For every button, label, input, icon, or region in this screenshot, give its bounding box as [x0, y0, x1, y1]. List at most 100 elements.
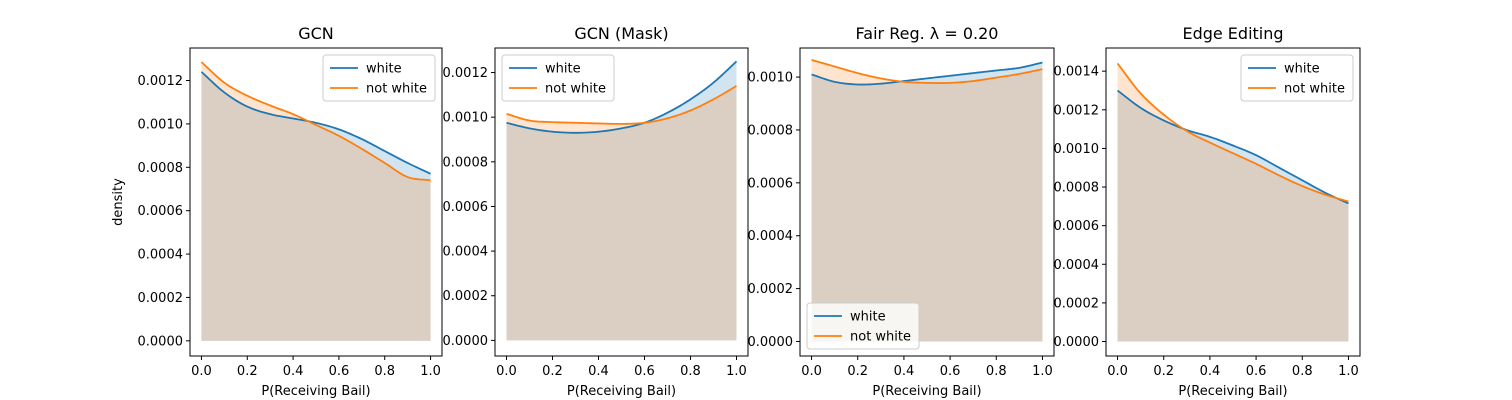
y-tick-label: 0.0002 — [1054, 296, 1100, 311]
x-tick-label: 0.8 — [680, 364, 701, 379]
area-1 — [201, 62, 431, 341]
x-tick-label: 0.8 — [374, 364, 395, 379]
x-tick-label: 0.6 — [329, 364, 350, 379]
y-tick-label: 0.0000 — [138, 334, 184, 349]
y-tick-label: 0.0000 — [748, 335, 794, 350]
x-tick-label: 0.6 — [940, 364, 961, 379]
y-tick-label: 0.0002 — [443, 289, 489, 304]
x-tick-label: 0.0 — [496, 364, 517, 379]
line-0 — [811, 61, 1043, 86]
line-0 — [200, 71, 431, 175]
y-tick-label: 0.0002 — [748, 282, 794, 297]
axes-frame — [1105, 47, 1361, 357]
area-1 — [1117, 63, 1349, 342]
y-axis-label: density — [111, 178, 126, 226]
x-axis-label: P(Receiving Bail) — [567, 384, 676, 399]
y-tick-label: 0.0000 — [443, 334, 489, 349]
panel-title: GCN — [298, 24, 334, 43]
axes-frame — [494, 47, 749, 357]
area-0 — [201, 71, 431, 341]
y-tick-label: 0.0006 — [1054, 219, 1100, 234]
y-tick-label: 0.0010 — [1054, 142, 1100, 157]
x-tick-label: 0.0 — [191, 364, 212, 379]
legend-label-0: white — [850, 310, 886, 325]
y-tick-label: 0.0010 — [443, 111, 489, 126]
y-tick-label: 0.0012 — [443, 66, 489, 81]
x-tick-label: 0.2 — [1153, 364, 1174, 379]
y-tick-label: 0.0006 — [748, 176, 794, 191]
legend-label-0: white — [366, 62, 402, 77]
panel-title: Edge Editing — [1182, 24, 1283, 43]
y-tick-label: 0.0004 — [443, 245, 489, 260]
y-tick-label: 0.0008 — [1054, 181, 1100, 196]
y-tick-label: 0.0000 — [1054, 335, 1100, 350]
legend-frame — [1240, 54, 1354, 102]
area-1 — [811, 59, 1043, 342]
x-tick-label: 0.4 — [588, 364, 609, 379]
y-tick-label: 0.0008 — [748, 123, 794, 138]
x-tick-label: 0.4 — [283, 364, 304, 379]
y-tick-label: 0.0004 — [1054, 258, 1100, 273]
panel-0: 0.0 0.2 0.4 0.6 0.8 1.0 0.0000 0.0002 0.0004 0.00… — [111, 24, 443, 399]
panel-2: 0.0 0.2 0.4 0.6 0.8 1.0 0.0000 0.0002 0.0004 0.00… — [748, 24, 1055, 399]
x-tick-label: 0.4 — [1200, 364, 1221, 379]
x-tick-label: 0.2 — [237, 364, 258, 379]
y-tick-label: 0.0010 — [748, 71, 794, 86]
x-tick-label: 0.6 — [1246, 364, 1267, 379]
y-tick-label: 0.0014 — [1054, 65, 1100, 80]
x-tick-label: 0.2 — [542, 364, 563, 379]
x-tick-label: 1.0 — [726, 364, 747, 379]
line-1 — [200, 61, 431, 182]
x-tick-label: 1.0 — [420, 364, 441, 379]
panel-title: GCN (Mask) — [574, 24, 668, 43]
y-tick-label: 0.0002 — [138, 291, 184, 306]
line-1 — [811, 59, 1043, 84]
area-0 — [1117, 90, 1349, 342]
legend-1: white not white — [501, 54, 615, 102]
line-0 — [506, 60, 738, 134]
axes-frame — [799, 47, 1055, 357]
panel-1: 0.0 0.2 0.4 0.6 0.8 1.0 0.0000 0.0002 0.0004 0.00… — [443, 24, 749, 399]
y-tick-label: 0.0008 — [443, 155, 489, 170]
y-tick-label: 0.0004 — [138, 248, 184, 263]
legend-label-0: white — [545, 62, 581, 77]
legend-frame — [322, 54, 436, 102]
panel-3: 0.0 0.2 0.4 0.6 0.8 1.0 0.0000 0.0002 0.0004 0.00… — [1054, 24, 1361, 399]
y-tick-label: 0.0008 — [138, 161, 184, 176]
y-tick-label: 0.0006 — [138, 204, 184, 219]
axes-frame — [189, 47, 443, 357]
legend-frame — [806, 302, 920, 350]
legend-label-1: not white — [366, 82, 427, 97]
legend-label-1: not white — [850, 330, 911, 345]
x-axis-label: P(Receiving Bail) — [261, 384, 370, 399]
line-1 — [506, 85, 737, 125]
y-tick-label: 0.0010 — [138, 117, 184, 132]
legend-2: white not white — [806, 302, 920, 350]
x-tick-label: 1.0 — [1338, 364, 1359, 379]
area-0 — [506, 61, 737, 341]
y-tick-label: 0.0012 — [1054, 103, 1100, 118]
area-1 — [506, 85, 737, 341]
x-tick-label: 0.0 — [1107, 364, 1128, 379]
area-0 — [811, 62, 1043, 342]
legend-3: white not white — [1240, 54, 1354, 102]
x-tick-label: 1.0 — [1032, 364, 1053, 379]
x-tick-label: 0.0 — [801, 364, 822, 379]
x-axis-label: P(Receiving Bail) — [1178, 384, 1287, 399]
x-tick-label: 0.2 — [847, 364, 868, 379]
panel-title: Fair Reg. λ = 0.20 — [856, 24, 999, 43]
legend-0: white not white — [322, 54, 436, 102]
x-tick-label: 0.4 — [894, 364, 915, 379]
y-tick-label: 0.0006 — [443, 200, 489, 215]
legend-frame — [501, 54, 615, 102]
legend-label-1: not white — [1284, 82, 1345, 97]
y-tick-label: 0.0004 — [748, 229, 794, 244]
x-tick-label: 0.8 — [1292, 364, 1313, 379]
legend-label-0: white — [1284, 62, 1320, 77]
legend-label-1: not white — [545, 82, 606, 97]
x-tick-label: 0.6 — [634, 364, 655, 379]
y-tick-label: 0.0012 — [138, 74, 184, 89]
line-0 — [1117, 89, 1349, 205]
line-1 — [1116, 62, 1349, 203]
